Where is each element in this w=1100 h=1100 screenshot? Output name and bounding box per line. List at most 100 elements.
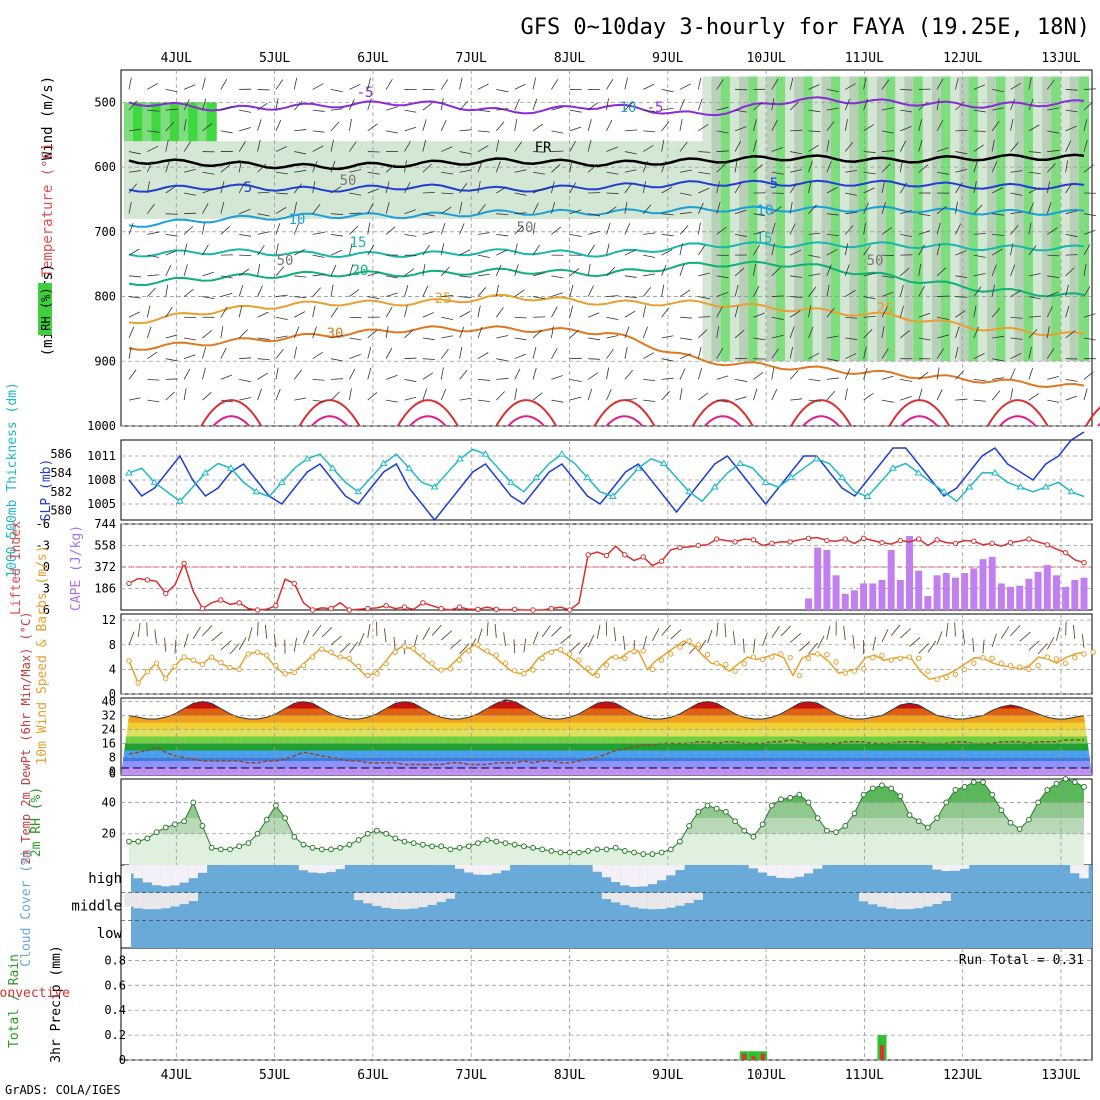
rh2m-point: [594, 846, 601, 853]
rh-band-moist: [821, 76, 833, 362]
wind10-point: [1035, 662, 1041, 669]
isotherm-40-arch: [900, 415, 939, 427]
wind-barb: [716, 130, 729, 134]
rh-band-moist: [803, 76, 814, 362]
wind10-point: [603, 662, 610, 668]
rh2m-point: [355, 837, 362, 843]
wind-barb: [863, 329, 873, 339]
isotherm-35-arch: [986, 399, 1049, 427]
wind-barb: [349, 84, 361, 90]
wind-barb: [293, 223, 300, 235]
wind10-point: [658, 657, 665, 663]
wind10-point: [952, 671, 959, 678]
wind-barb: [679, 98, 685, 111]
cloud-mid: [656, 892, 667, 909]
wind-barb: [900, 330, 910, 339]
panel-frame-7: [120, 947, 1093, 1061]
wind-barb: [679, 264, 685, 276]
wind-barb: [716, 202, 721, 214]
wind-barb: [909, 637, 921, 647]
cape-bar: [1062, 586, 1070, 610]
rh2m-point: [631, 849, 637, 856]
wind-barb: [1028, 98, 1034, 111]
wind-barb: [1065, 210, 1078, 215]
wind-barb: [165, 213, 178, 215]
wind-barb: [1010, 119, 1014, 131]
wind10-point: [925, 668, 931, 674]
rh2m-point: [493, 838, 500, 845]
wind-barb: [496, 391, 505, 401]
isotherm-40-arch: [409, 415, 447, 427]
wind-barb: [513, 639, 516, 654]
cape-bar: [823, 549, 831, 610]
cloud-mid: [923, 892, 933, 907]
wind10-point: [704, 651, 711, 658]
cloud-mid: [904, 892, 915, 910]
wind-barb: [496, 89, 509, 93]
wind-barb: [863, 202, 869, 214]
wind-barb: [643, 273, 656, 277]
wind-barb: [753, 263, 756, 276]
wind-barb: [220, 399, 233, 403]
wind-barb: [459, 183, 468, 194]
ytick-li-0: 0: [43, 560, 50, 574]
wind-barb: [293, 369, 302, 380]
wind-barb: [1010, 170, 1023, 173]
date-top-10JUL: 10JUL: [747, 51, 786, 66]
wind-barb: [1083, 230, 1096, 235]
wind-barb: [808, 144, 819, 152]
wind10-point: [309, 654, 316, 660]
rh-band-mid: [160, 141, 171, 219]
rh-band-mid: [151, 141, 162, 219]
wind-barb: [606, 222, 611, 235]
wind-barb: [349, 354, 361, 360]
wind10-point: [227, 664, 233, 671]
wind-barb: [569, 379, 582, 383]
wind-barb: [982, 639, 985, 654]
wind-barb: [1010, 192, 1023, 196]
wind-barb: [642, 305, 646, 318]
wind-barb: [734, 284, 739, 297]
wind-barb: [606, 348, 614, 359]
thickness-point: [659, 459, 668, 467]
wind-barb: [202, 367, 206, 380]
wind-barb: [955, 101, 965, 111]
wind-barb: [624, 169, 637, 173]
cloud-mid: [895, 892, 905, 910]
wind10-point: [447, 666, 454, 672]
wind-barb: [514, 264, 519, 276]
wind-barb: [183, 264, 188, 276]
wind10-point: [567, 651, 573, 657]
wind-barb: [303, 630, 310, 644]
rh-band-moist: [876, 76, 888, 362]
wind-barb: [587, 263, 591, 276]
wind-barb: [973, 273, 986, 277]
rh-band-mid: [628, 141, 640, 219]
wind10-point: [530, 667, 536, 673]
wind-barb: [624, 398, 637, 401]
wind-barb: [1028, 328, 1038, 339]
wind-barb: [900, 210, 913, 215]
wind-barb: [183, 99, 190, 111]
wind-barb: [495, 284, 499, 297]
cloud-high: [142, 865, 153, 883]
wind10-point: [989, 655, 995, 662]
wind-barb: [330, 234, 343, 237]
li-point: [1044, 542, 1050, 548]
wind10-point: [1081, 651, 1087, 657]
rh-band-moist: [775, 76, 787, 362]
cloud-mid: [932, 892, 942, 904]
wind-barb: [716, 79, 724, 90]
wind-barb: [826, 248, 838, 256]
wind-barb: [1019, 631, 1031, 642]
wind-barb: [128, 346, 132, 359]
rh2m-point: [484, 837, 491, 843]
wind-barb: [459, 397, 472, 401]
wind-barb: [330, 358, 343, 362]
thickness-point: [125, 468, 133, 476]
wind-barb: [247, 627, 253, 642]
ytick-temp-0: 0: [109, 765, 116, 779]
li-point: [622, 552, 628, 558]
wind-barb: [312, 145, 324, 152]
thickness-point: [838, 473, 846, 481]
